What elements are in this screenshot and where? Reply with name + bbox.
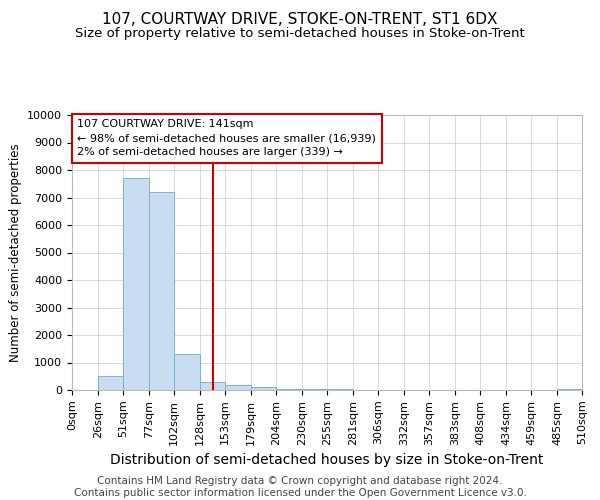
Bar [302, 389, 327, 390]
Bar [149, 192, 174, 390]
Y-axis label: Number of semi-detached properties: Number of semi-detached properties [9, 143, 22, 362]
Bar [225, 384, 251, 390]
X-axis label: Distribution of semi-detached houses by size in Stoke-on-Trent: Distribution of semi-detached houses by … [110, 453, 544, 467]
Text: Size of property relative to semi-detached houses in Stoke-on-Trent: Size of property relative to semi-detach… [75, 28, 525, 40]
Bar [557, 388, 582, 390]
Bar [174, 354, 200, 390]
Bar [251, 387, 276, 390]
Bar [123, 178, 149, 390]
Text: 107, COURTWAY DRIVE, STOKE-ON-TRENT, ST1 6DX: 107, COURTWAY DRIVE, STOKE-ON-TRENT, ST1… [102, 12, 498, 28]
Bar [276, 388, 302, 390]
Bar [98, 376, 123, 390]
Bar [200, 382, 225, 390]
Text: Contains HM Land Registry data © Crown copyright and database right 2024.
Contai: Contains HM Land Registry data © Crown c… [74, 476, 526, 498]
Text: 107 COURTWAY DRIVE: 141sqm
← 98% of semi-detached houses are smaller (16,939)
2%: 107 COURTWAY DRIVE: 141sqm ← 98% of semi… [77, 119, 376, 157]
